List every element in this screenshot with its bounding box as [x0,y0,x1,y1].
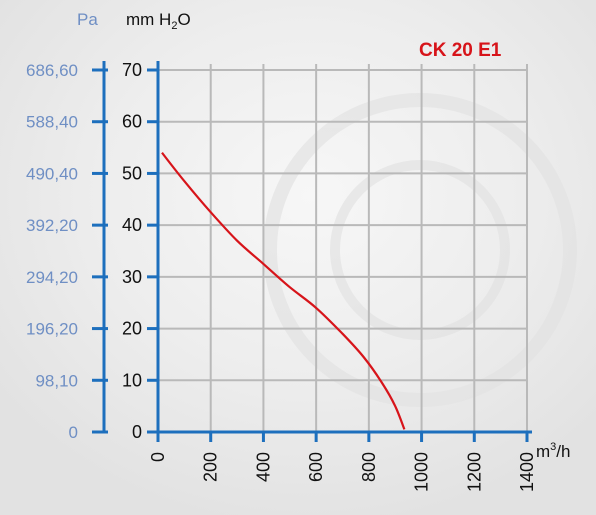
pa-unit-label: Pa [77,10,98,29]
x-tick-label: 400 [253,452,273,482]
x-tick-label: 1200 [464,452,484,492]
x-tick-label: 1400 [517,452,537,492]
grid [158,64,528,432]
ticks [92,68,529,442]
x-tick-label: 0 [148,452,168,462]
x-unit-label: m3/h [536,441,570,461]
pa-tick-label: 98,10 [35,371,78,390]
pa-tick-label: 588,40 [26,113,78,132]
pa-tick-label: 0 [69,423,78,442]
pa-tick-label: 294,20 [26,268,78,287]
y-tick-label: 20 [122,319,142,339]
pa-tick-label: 686,60 [26,61,78,80]
pa-tick-label: 196,20 [26,320,78,339]
y-tick-label: 10 [122,370,142,390]
fan-curve-line [161,152,406,430]
y-tick-label: 0 [132,422,142,442]
y-tick-label: 60 [122,112,142,132]
y-tick-label: 30 [122,267,142,287]
pa-tick-label: 392,20 [26,216,78,235]
fan-watermark [263,93,577,407]
x-tick-label: 600 [306,452,326,482]
y-tick-label: 50 [122,163,142,183]
y-tick-label: 40 [122,215,142,235]
chart-title: CK 20 E1 [419,40,502,61]
y-tick-label: 70 [122,60,142,80]
y-unit-label: mm H2O [126,10,191,32]
x-tick-label: 1000 [412,452,432,492]
tick-labels: 001098,1020196,2030294,2040392,2050490,4… [26,60,537,492]
x-tick-label: 800 [359,452,379,482]
pa-tick-label: 490,40 [26,164,78,183]
x-tick-label: 200 [201,452,221,482]
